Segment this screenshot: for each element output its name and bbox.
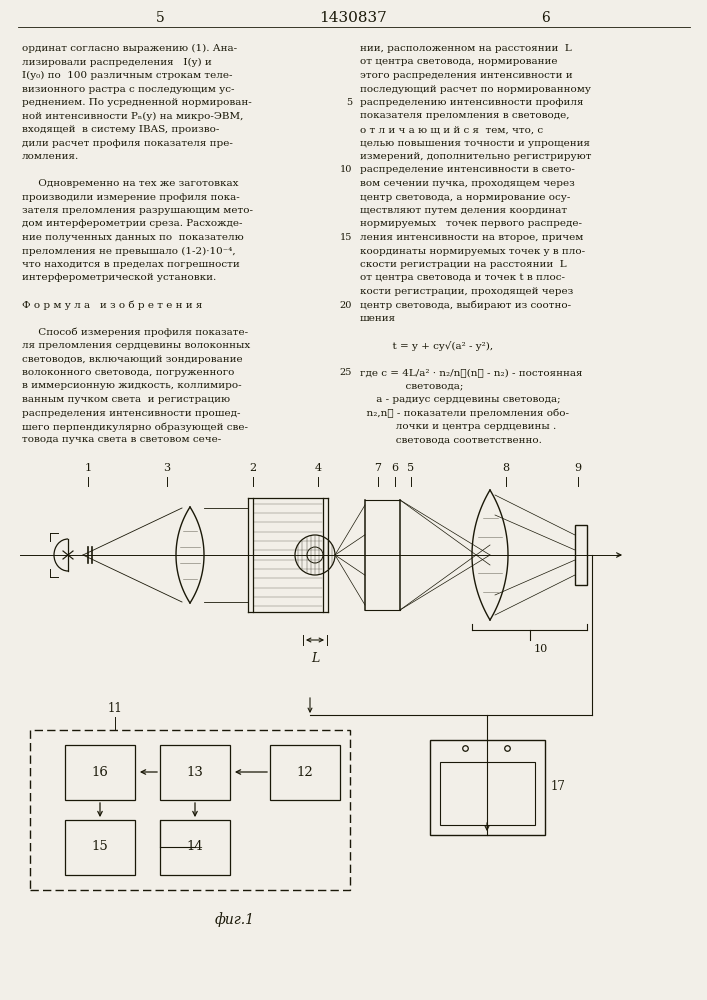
Text: ществляют путем деления координат: ществляют путем деления координат xyxy=(360,206,567,215)
Text: ной интенсивности Pₙ(y) на микро-ЭВМ,: ной интенсивности Pₙ(y) на микро-ЭВМ, xyxy=(22,111,243,121)
Text: Ф о р м у л а   и з о б р е т е н и я: Ф о р м у л а и з о б р е т е н и я xyxy=(22,300,202,310)
Text: 15: 15 xyxy=(92,840,108,854)
Bar xyxy=(160,745,230,800)
Text: Одновременно на тех же заготовках: Одновременно на тех же заготовках xyxy=(22,179,238,188)
Text: 4: 4 xyxy=(315,463,322,473)
Text: дом интерферометрии среза. Расхожде-: дом интерферометрии среза. Расхожде- xyxy=(22,220,243,229)
Bar xyxy=(440,762,535,825)
Text: n₂,nⲟ - показатели преломления обо-: n₂,nⲟ - показатели преломления обо- xyxy=(360,408,569,418)
Text: I(y₀) по  100 различным строкам теле-: I(y₀) по 100 различным строкам теле- xyxy=(22,71,233,80)
Text: 10: 10 xyxy=(534,644,548,654)
Text: 8: 8 xyxy=(503,463,510,473)
Text: преломления не превышало (1-2)·10⁻⁴,: преломления не превышало (1-2)·10⁻⁴, xyxy=(22,246,235,256)
Text: 1430837: 1430837 xyxy=(319,11,387,25)
Text: целью повышения точности и упрощения: целью повышения точности и упрощения xyxy=(360,138,590,147)
Text: скости регистрации на расстоянии  L: скости регистрации на расстоянии L xyxy=(360,260,566,269)
Text: ванным пучком света  и регистрацию: ванным пучком света и регистрацию xyxy=(22,395,230,404)
Text: волоконного световода, погруженного: волоконного световода, погруженного xyxy=(22,368,235,377)
Text: производили измерение профиля пока-: производили измерение профиля пока- xyxy=(22,192,240,202)
Text: 9: 9 xyxy=(574,463,582,473)
Text: ля преломления сердцевины волоконных: ля преломления сердцевины волоконных xyxy=(22,341,250,350)
Text: распределения интенсивности прошед-: распределения интенсивности прошед- xyxy=(22,408,240,418)
Text: входящей  в систему IBAS, произво-: входящей в систему IBAS, произво- xyxy=(22,125,219,134)
Text: дили расчет профиля показателя пре-: дили расчет профиля показателя пре- xyxy=(22,138,233,147)
Text: L: L xyxy=(311,652,319,665)
Text: 3: 3 xyxy=(163,463,170,473)
Text: нормируемых   точек первого распреде-: нормируемых точек первого распреде- xyxy=(360,220,582,229)
Text: Способ измерения профиля показате-: Способ измерения профиля показате- xyxy=(22,328,248,337)
Text: этого распределения интенсивности и: этого распределения интенсивности и xyxy=(360,71,573,80)
Text: от центра световода, нормирование: от центра световода, нормирование xyxy=(360,57,558,66)
Text: 13: 13 xyxy=(187,766,204,778)
Text: 25: 25 xyxy=(339,368,352,377)
Text: показателя преломления в световоде,: показателя преломления в световоде, xyxy=(360,111,570,120)
Text: 17: 17 xyxy=(551,780,566,794)
Text: последующий расчет по нормированному: последующий расчет по нормированному xyxy=(360,85,591,94)
Text: визионного растра с последующим ус-: визионного растра с последующим ус- xyxy=(22,85,235,94)
Text: 20: 20 xyxy=(339,300,352,310)
Text: интерферометрической установки.: интерферометрической установки. xyxy=(22,273,216,282)
Text: световода соответственно.: световода соответственно. xyxy=(360,436,542,444)
Text: 10: 10 xyxy=(339,165,352,174)
Bar xyxy=(65,820,135,875)
Text: t = y + cy√(a² - y²),: t = y + cy√(a² - y²), xyxy=(360,341,493,351)
Text: 5: 5 xyxy=(407,463,414,473)
Text: 16: 16 xyxy=(92,766,108,778)
Text: световодов, включающий зондирование: световодов, включающий зондирование xyxy=(22,355,243,363)
Text: реднением. По усредненной нормирован-: реднением. По усредненной нормирован- xyxy=(22,98,252,107)
Text: центр световода, а нормирование осу-: центр световода, а нормирование осу- xyxy=(360,192,571,202)
Text: a - радиус сердцевины световода;: a - радиус сердцевины световода; xyxy=(360,395,561,404)
Bar xyxy=(160,820,230,875)
Bar xyxy=(575,525,587,585)
Text: шего перпендикулярно образующей све-: шего перпендикулярно образующей све- xyxy=(22,422,248,432)
Text: где c = 4L/a² · n₂/nⲟ(nⲟ - n₂) - постоянная: где c = 4L/a² · n₂/nⲟ(nⲟ - n₂) - постоян… xyxy=(360,368,583,377)
Text: 2: 2 xyxy=(250,463,257,473)
Text: ломления.: ломления. xyxy=(22,152,79,161)
Text: ние полученных данных по  показателю: ние полученных данных по показателю xyxy=(22,233,244,242)
Bar xyxy=(270,745,340,800)
Text: фиг.1: фиг.1 xyxy=(215,913,255,927)
Text: товода пучка света в световом сече-: товода пучка света в световом сече- xyxy=(22,436,221,444)
Text: зателя преломления разрушающим мето-: зателя преломления разрушающим мето- xyxy=(22,206,253,215)
Text: 5: 5 xyxy=(156,11,164,25)
Text: о т л и ч а ю щ и й с я  тем, что, с: о т л и ч а ю щ и й с я тем, что, с xyxy=(360,125,543,134)
Text: нии, расположенном на расстоянии  L: нии, расположенном на расстоянии L xyxy=(360,44,572,53)
Bar xyxy=(30,730,350,890)
Text: 14: 14 xyxy=(187,840,204,854)
Text: 7: 7 xyxy=(375,463,382,473)
Text: 12: 12 xyxy=(297,766,313,778)
Text: кости регистрации, проходящей через: кости регистрации, проходящей через xyxy=(360,287,573,296)
Text: ления интенсивности на второе, причем: ления интенсивности на второе, причем xyxy=(360,233,583,242)
Text: 15: 15 xyxy=(339,233,352,242)
Text: измерений, дополнительно регистрируют: измерений, дополнительно регистрируют xyxy=(360,152,592,161)
Text: центр световода, выбирают из соотно-: центр световода, выбирают из соотно- xyxy=(360,300,571,310)
Text: лизировали распределения   I(y) и: лизировали распределения I(y) и xyxy=(22,57,212,67)
Text: 11: 11 xyxy=(107,702,122,715)
Text: распределению интенсивности профиля: распределению интенсивности профиля xyxy=(360,98,583,107)
Text: что находится в пределах погрешности: что находится в пределах погрешности xyxy=(22,260,240,269)
Text: в иммерсионную жидкость, коллимиро-: в иммерсионную жидкость, коллимиро- xyxy=(22,381,242,390)
Text: 1: 1 xyxy=(84,463,92,473)
Text: ординат согласно выражению (1). Ана-: ординат согласно выражению (1). Ана- xyxy=(22,44,237,53)
Text: световода;: световода; xyxy=(360,381,463,390)
Text: координаты нормируемых точек y в пло-: координаты нормируемых точек y в пло- xyxy=(360,246,585,255)
Text: вом сечении пучка, проходящем через: вом сечении пучка, проходящем через xyxy=(360,179,575,188)
Text: лочки и центра сердцевины .: лочки и центра сердцевины . xyxy=(360,422,556,431)
Bar xyxy=(430,740,545,835)
Text: от центра световода и точек t в плос-: от центра световода и точек t в плос- xyxy=(360,273,565,282)
Text: распределение интенсивности в свето-: распределение интенсивности в свето- xyxy=(360,165,575,174)
Text: 5: 5 xyxy=(346,98,352,107)
Text: 6: 6 xyxy=(392,463,399,473)
Text: 6: 6 xyxy=(541,11,549,25)
Bar xyxy=(65,745,135,800)
Text: шения: шения xyxy=(360,314,396,323)
